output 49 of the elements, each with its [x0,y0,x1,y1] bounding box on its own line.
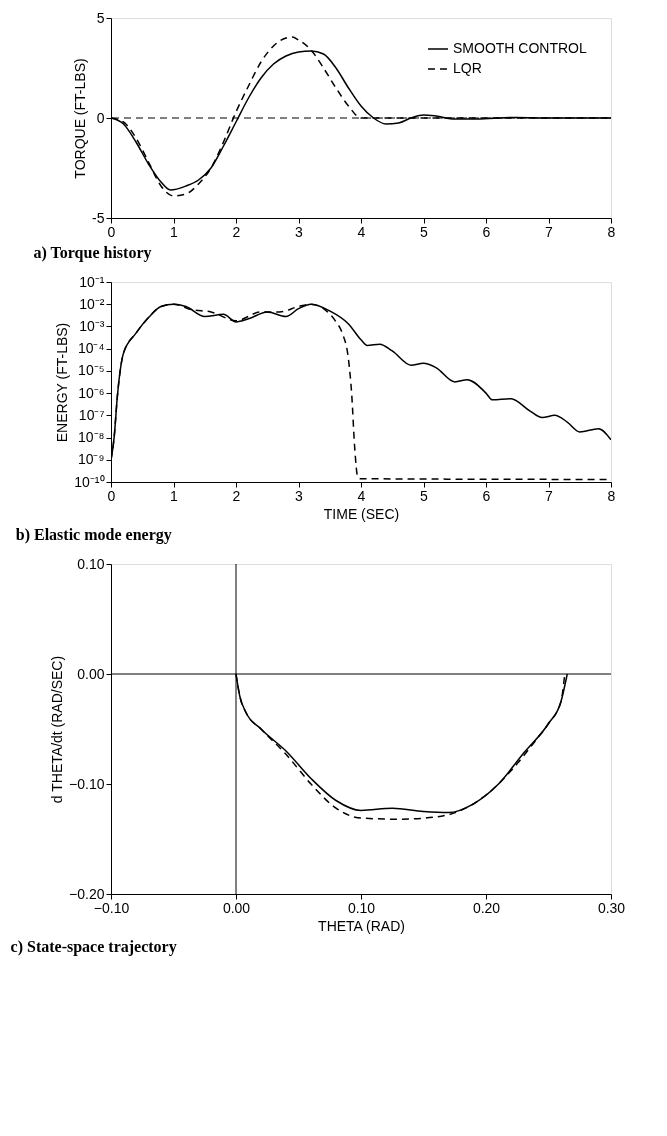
y-axis-title: d THETA/dt (RAD/SEC) [49,655,66,804]
y-tick-label: 10⁻³ [79,317,105,334]
legend-label: LQR [453,60,482,76]
legend-label: SMOOTH CONTROL [453,40,587,56]
y-tick-label: −0.20 [69,885,105,902]
x-tick-label: 0.00 [222,899,251,916]
x-tick-label: 0.30 [597,899,626,916]
y-tick-label: 10⁻⁷ [78,406,105,423]
x-tick-label: 1 [170,223,179,240]
x-tick-label: 0 [107,223,116,240]
x-tick-label: 3 [295,487,304,504]
y-tick-label: 10⁻⁹ [77,451,105,468]
y-axis-title: ENERGY (FT-LBS) [54,322,71,443]
x-tick-label: 0.20 [472,899,501,916]
x-tick-label: 7 [545,223,554,240]
x-tick-label: 0.10 [347,899,376,916]
x-tick-label: 1 [170,487,179,504]
x-tick-label: 7 [545,487,554,504]
y-tick-label: 10⁻⁸ [78,429,105,446]
x-tick-label: 4 [357,487,366,504]
x-tick-label: 8 [607,487,616,504]
y-tick-label: -5 [92,209,105,226]
x-tick-label: 5 [420,487,429,504]
x-tick-label: 6 [482,223,491,240]
y-tick-label: −0.10 [69,775,105,792]
y-tick-label: 10⁻⁴ [77,340,105,357]
x-tick-label: 2 [232,487,241,504]
y-axis-title: TORQUE (FT-LBS) [72,58,89,179]
x-tick-label: 0 [107,487,116,504]
x-tick-label: 5 [420,223,429,240]
y-tick-label: 10⁻² [79,295,105,312]
y-tick-label: 10⁻⁶ [78,384,105,401]
x-tick-label: 6 [482,487,491,504]
y-tick-label: 0 [96,109,105,126]
y-tick-label: 10⁻¹⁰ [74,473,105,490]
text: a) Torque history [33,244,152,262]
y-tick-label: 10⁻⁵ [78,362,105,379]
y-tick-label: 10⁻¹ [79,273,105,290]
x-tick-label: 8 [607,223,616,240]
x-axis-title: THETA (RAD) [318,917,405,934]
y-tick-label: 0.00 [77,665,105,682]
text: b) Elastic mode energy [15,526,172,544]
x-axis-title: TIME (SEC) [323,505,400,522]
y-tick-label: 0.10 [77,555,105,572]
text: c) State-space trajectory [10,938,177,956]
x-tick-label: 3 [295,223,304,240]
y-tick-label: 5 [96,9,105,26]
x-tick-label: 2 [232,223,241,240]
x-tick-label: 4 [357,223,366,240]
